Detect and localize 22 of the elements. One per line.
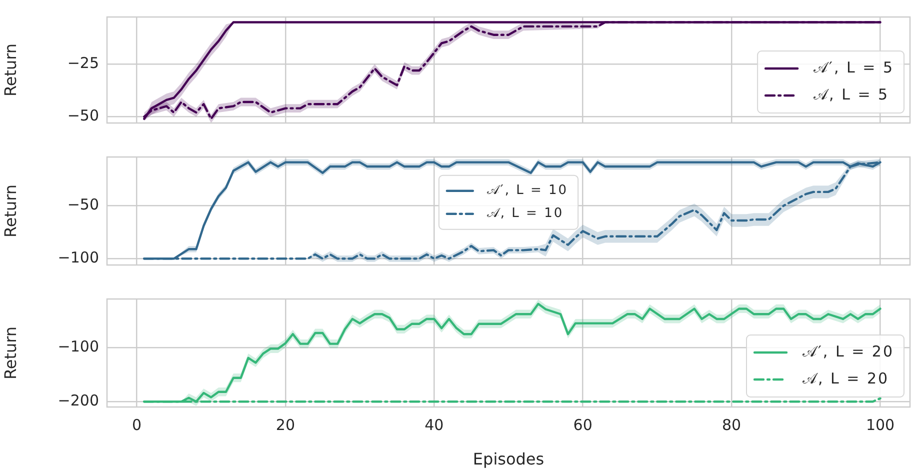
- legend-label: 𝒜, L = 20: [802, 369, 890, 388]
- x-tick-label: 20: [276, 416, 295, 434]
- x-tick-label: 40: [424, 416, 444, 434]
- legend-label: 𝒜, L = 10: [486, 206, 564, 222]
- x-tick-label: 100: [866, 416, 895, 434]
- x-tick-label: 80: [722, 416, 742, 434]
- y-tick-label: −100: [58, 337, 99, 356]
- x-tick-label: 60: [573, 416, 592, 434]
- legend-label: 𝒜′, L = 20: [802, 342, 894, 360]
- y-tick-label: −25: [67, 54, 99, 72]
- y-tick-label: −100: [58, 248, 99, 267]
- y-tick-label: −200: [58, 391, 99, 410]
- x-axis-title: Episodes: [472, 450, 544, 469]
- y-tick-label: −50: [67, 196, 99, 214]
- y-axis-title: Return: [0, 184, 20, 238]
- y-axis-title: Return: [0, 43, 20, 97]
- y-tick-label: −50: [67, 106, 99, 125]
- legend-label: 𝒜, L = 5: [814, 85, 890, 104]
- x-tick-label: 0: [132, 416, 142, 434]
- legend-label: 𝒜′, L = 5: [814, 58, 894, 76]
- legend-label: 𝒜′, L = 10: [486, 183, 568, 198]
- y-axis-title: Return: [0, 326, 20, 380]
